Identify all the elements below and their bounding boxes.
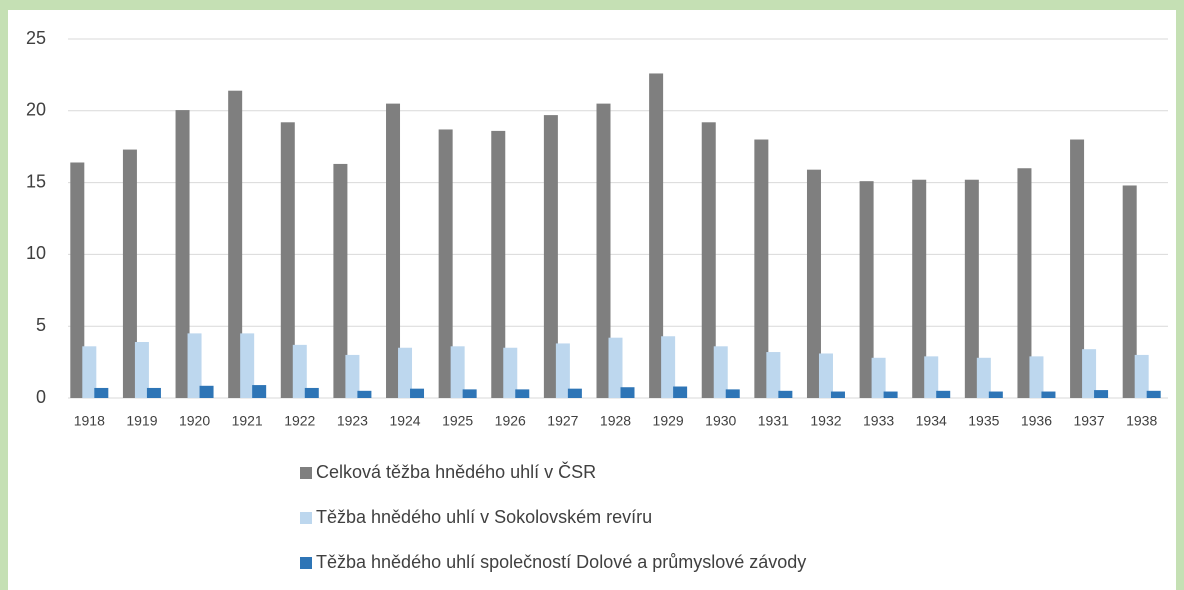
bar	[830, 391, 845, 398]
bar	[175, 110, 190, 398]
chart-area	[8, 10, 1176, 590]
x-tick-label: 1935	[968, 413, 999, 429]
bar	[94, 387, 109, 398]
bar	[438, 129, 453, 398]
bar	[134, 341, 149, 398]
legend-marker	[300, 512, 312, 524]
bar	[398, 347, 413, 398]
x-tick-label: 1930	[705, 413, 736, 429]
bar	[280, 122, 295, 399]
bar	[543, 115, 558, 398]
x-tick-label: 1932	[810, 413, 841, 429]
bar	[766, 352, 781, 398]
x-tick-label: 1918	[74, 413, 105, 429]
bar	[70, 162, 85, 398]
bar	[187, 333, 202, 398]
bar	[871, 357, 886, 398]
x-tick-label: 1926	[495, 413, 526, 429]
x-tick-label: 1923	[337, 413, 368, 429]
bar	[596, 103, 611, 399]
x-tick-label: 1936	[1021, 413, 1052, 429]
bar	[661, 336, 676, 398]
bar	[620, 387, 635, 398]
bar	[964, 179, 979, 398]
bar	[1017, 168, 1032, 398]
bar	[1122, 185, 1137, 398]
legend-label: Celková těžba hnědého uhlí v ČSR	[316, 461, 596, 482]
bar	[754, 139, 769, 398]
bar	[673, 386, 688, 398]
bar	[491, 130, 506, 399]
bar	[912, 179, 927, 398]
bar	[1094, 390, 1109, 398]
bar	[1070, 139, 1085, 398]
x-tick-label: 1928	[600, 413, 631, 429]
x-tick-label: 1933	[863, 413, 894, 429]
bar	[936, 390, 951, 398]
legend-marker	[300, 557, 312, 569]
bar	[333, 163, 348, 398]
bar	[146, 387, 161, 398]
x-tick-label: 1938	[1126, 413, 1157, 429]
bar	[410, 388, 425, 398]
legend-marker	[300, 467, 312, 479]
bar	[883, 391, 898, 398]
x-tick-label: 1934	[916, 413, 947, 429]
legend-label: Těžba hnědého uhlí společností Dolové a …	[316, 552, 806, 572]
bar	[988, 391, 1003, 398]
y-tick-label: 10	[26, 243, 46, 263]
x-tick-label: 1925	[442, 413, 473, 429]
y-tick-label: 5	[36, 315, 46, 335]
bar	[555, 343, 570, 398]
y-tick-label: 25	[26, 28, 46, 48]
bar	[515, 389, 530, 398]
y-tick-label: 0	[36, 387, 46, 407]
bar	[450, 346, 465, 398]
x-tick-label: 1922	[284, 413, 315, 429]
bar	[567, 388, 582, 398]
bar	[859, 181, 874, 398]
x-tick-label: 1924	[389, 413, 420, 429]
bar	[252, 385, 267, 398]
bar	[725, 389, 740, 398]
bar	[1041, 391, 1056, 398]
bar	[199, 385, 214, 398]
bar	[304, 387, 319, 398]
x-tick-label: 1929	[653, 413, 684, 429]
bar	[1146, 390, 1161, 398]
x-tick-label: 1937	[1073, 413, 1104, 429]
bar	[386, 103, 401, 399]
bar	[701, 122, 716, 399]
bar	[345, 354, 360, 398]
legend-label: Těžba hnědého uhlí v Sokolovském revíru	[316, 507, 652, 527]
bar	[357, 390, 372, 398]
bar	[82, 346, 97, 398]
bar	[976, 357, 991, 398]
bar	[503, 347, 518, 398]
bar	[1029, 356, 1044, 398]
x-tick-label: 1920	[179, 413, 210, 429]
bar	[924, 356, 939, 398]
bar	[240, 333, 255, 398]
bar	[292, 344, 307, 398]
y-tick-label: 15	[26, 171, 46, 191]
x-tick-label: 1919	[126, 413, 157, 429]
x-tick-label: 1931	[758, 413, 789, 429]
y-tick-label: 20	[26, 100, 46, 120]
bar	[713, 346, 728, 398]
bar	[806, 169, 821, 398]
bar	[608, 337, 623, 398]
bar	[818, 353, 833, 398]
bar	[778, 390, 793, 398]
bar	[649, 73, 664, 399]
x-tick-label: 1927	[547, 413, 578, 429]
bar	[462, 389, 477, 398]
bar	[1134, 354, 1149, 398]
x-tick-label: 1921	[232, 413, 263, 429]
bar	[122, 149, 137, 398]
bar	[228, 90, 243, 399]
bar	[1082, 349, 1097, 398]
